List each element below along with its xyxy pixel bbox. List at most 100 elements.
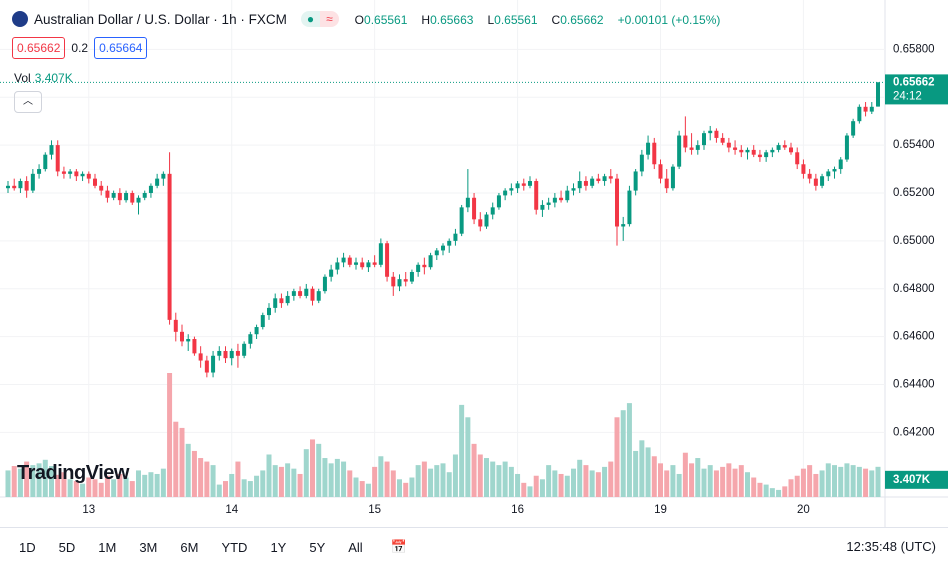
volume-bar (682, 452, 688, 497)
range-button[interactable]: 3M (139, 539, 158, 555)
range-button[interactable]: 1D (19, 539, 36, 555)
range-button[interactable]: 5D (58, 539, 76, 555)
volume-bar (92, 479, 98, 497)
candle-body (285, 295, 290, 304)
candle-body (813, 178, 818, 186)
candle-body (428, 255, 433, 268)
buy-box[interactable]: 0.65664 (94, 37, 148, 59)
volume-bar (614, 417, 620, 497)
volume-bar (11, 466, 17, 497)
volume-bar (303, 449, 309, 497)
range-button[interactable]: 5Y (309, 539, 326, 555)
candle-body (86, 173, 91, 179)
candle-body (161, 173, 166, 179)
volume-bar (707, 465, 713, 497)
volume-bar (397, 479, 402, 497)
volume-bar (521, 482, 527, 497)
volume-bar (844, 463, 850, 497)
candle-body (714, 130, 719, 138)
volume-bar (136, 470, 141, 497)
range-button[interactable]: YTD (221, 539, 248, 555)
volume-bar (148, 472, 154, 497)
x-tick-label: 14 (225, 504, 238, 516)
candle-body (521, 183, 526, 186)
range-buttons: 1D 5D 1M 3M 6M YTD 1Y 5Y All (8, 540, 375, 555)
countdown: 24:12 (893, 90, 922, 102)
y-tick-label: 0.64400 (893, 379, 935, 391)
volume-bar (645, 447, 651, 497)
volume-bar (117, 473, 123, 497)
range-button[interactable]: All (348, 539, 363, 555)
spread: 0.2 (71, 41, 89, 55)
candle-body (453, 233, 458, 241)
y-tick-label: 0.64800 (893, 283, 935, 295)
candle-body (93, 178, 97, 186)
ohlc-key: H (421, 12, 431, 27)
volume-bar (577, 459, 583, 497)
volume-bar (341, 461, 347, 497)
volume-bar (869, 470, 875, 497)
range-button[interactable]: 6M (180, 539, 199, 555)
volume-bar (769, 488, 775, 497)
range-button[interactable]: 1M (98, 539, 117, 555)
ohlc-item: L0.65561 (487, 13, 541, 27)
candle-body (403, 279, 408, 282)
candle-body (795, 152, 800, 165)
last-price-label: 0.65662 (893, 76, 935, 88)
candle-body (80, 173, 85, 177)
candle-body (329, 269, 334, 277)
volume-bar (142, 474, 148, 497)
volume-bar (415, 465, 421, 497)
candle-body (807, 173, 812, 179)
collapse-button[interactable]: ︿ (14, 91, 42, 113)
date-range-icon[interactable]: 📅 (390, 539, 407, 554)
candle-body (820, 176, 825, 186)
candle-body (217, 350, 222, 356)
volume-bar (664, 470, 670, 497)
candle-body (173, 319, 178, 332)
range-button[interactable]: 1Y (270, 539, 287, 555)
volume-bar (365, 483, 371, 497)
candle-body (61, 171, 66, 174)
x-tick-label: 19 (654, 504, 667, 516)
y-tick-label: 0.65400 (893, 139, 935, 151)
volume-bar (17, 468, 23, 497)
volume-bar (620, 410, 626, 497)
volume-bar (595, 472, 601, 497)
change: +0.00101 (+0.15%) (617, 12, 721, 27)
ohlc-key: L (487, 12, 495, 27)
candle-body (583, 181, 588, 186)
candle-body (291, 291, 296, 296)
candle-body (409, 271, 414, 282)
volume-bar (111, 479, 117, 497)
candle-body (124, 192, 129, 201)
volume-bar (160, 468, 166, 497)
ohlc-item: C0.65662 (552, 13, 608, 27)
volume-bar (701, 468, 707, 497)
candle-body (764, 152, 769, 158)
candle-body (534, 181, 539, 210)
volume-bar (73, 481, 79, 497)
candle-body (876, 82, 880, 107)
volume-bar (384, 461, 390, 497)
volume-bar (757, 482, 763, 497)
candle-body (136, 197, 141, 203)
candle-body (235, 350, 240, 356)
volume-bar (794, 475, 800, 497)
sell-box[interactable]: 0.65662 (12, 37, 66, 59)
candle-body (509, 188, 514, 191)
symbol-title[interactable]: Australian Dollar / U.S. Dollar · 1h · F… (34, 11, 287, 27)
candle-body (683, 135, 688, 148)
volume-bar (316, 443, 322, 497)
volume-bar (552, 470, 558, 497)
volume-bar (310, 439, 315, 497)
chart-header: Australian Dollar / U.S. Dollar · 1h · F… (12, 11, 720, 27)
y-tick-label: 0.64600 (893, 331, 935, 343)
volume-bar (229, 473, 235, 497)
volume-bar (185, 443, 191, 497)
volume-bar (322, 458, 328, 497)
candle-body (465, 197, 470, 208)
candle-body (496, 195, 501, 208)
candle-body (267, 307, 271, 316)
